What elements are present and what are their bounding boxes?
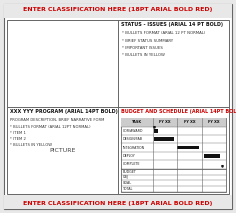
Text: FY XX: FY XX	[184, 120, 195, 124]
Text: PROGRAM DESCRIPTION, BRIEF NARRATIVE FORM: PROGRAM DESCRIPTION, BRIEF NARRATIVE FOR…	[10, 118, 104, 122]
Text: * ITEM 1: * ITEM 1	[10, 131, 26, 135]
Bar	[177, 146, 199, 150]
Text: CDR/AWARD: CDR/AWARD	[122, 129, 143, 133]
Text: INTEGRATION: INTEGRATION	[122, 146, 145, 150]
Text: * BRIEF STATUS SUMMARY: * BRIEF STATUS SUMMARY	[122, 39, 173, 43]
Bar	[4, 195, 232, 209]
Text: XXX YYY PROGRAM (ARIAL 14PT BOLD): XXX YYY PROGRAM (ARIAL 14PT BOLD)	[10, 109, 118, 114]
Text: PICTURE: PICTURE	[49, 148, 76, 153]
Text: FY XX: FY XX	[159, 120, 171, 124]
Text: BUDGET AND SCHEDULE (ARIAL 14PT BOLD RED): BUDGET AND SCHEDULE (ARIAL 14PT BOLD RED…	[121, 109, 236, 114]
Text: * IMPORTANT ISSUES: * IMPORTANT ISSUES	[122, 46, 163, 50]
Text: * BULLETS FORMAT (ARIAL 12PT NORMAL): * BULLETS FORMAT (ARIAL 12PT NORMAL)	[10, 125, 90, 129]
Bar	[121, 118, 226, 192]
Text: * BULLETS IN YELLOW: * BULLETS IN YELLOW	[122, 53, 165, 58]
Text: * BULLETS FORMAT (ARIAL 12 PT NORMAL): * BULLETS FORMAT (ARIAL 12 PT NORMAL)	[122, 31, 205, 35]
Text: STATUS - ISSUES (ARIAL 14 PT BOLD): STATUS - ISSUES (ARIAL 14 PT BOLD)	[121, 22, 223, 27]
Text: ENTER CLASSIFICATION HERE (18PT ARIAL BOLD RED): ENTER CLASSIFICATION HERE (18PT ARIAL BO…	[23, 200, 213, 206]
Bar	[153, 137, 174, 141]
Text: * BULLETS IN YELLOW: * BULLETS IN YELLOW	[10, 143, 52, 147]
Bar	[121, 118, 226, 127]
Bar	[204, 154, 220, 158]
Text: OBJ: OBJ	[122, 176, 128, 179]
Text: ENTER CLASSIFICATION HERE (18PT ARIAL BOLD RED): ENTER CLASSIFICATION HERE (18PT ARIAL BO…	[23, 7, 213, 12]
Bar	[4, 4, 232, 18]
Text: BUDGET: BUDGET	[122, 170, 136, 174]
Bar	[153, 129, 158, 133]
Text: FY XX: FY XX	[208, 120, 220, 124]
Text: * ITEM 2: * ITEM 2	[10, 137, 26, 141]
Text: GOAL: GOAL	[122, 181, 132, 185]
Bar	[7, 20, 229, 194]
Text: COMPLETE: COMPLETE	[122, 163, 140, 167]
Text: DEPLOY: DEPLOY	[122, 154, 135, 158]
Text: TOTAL: TOTAL	[122, 187, 133, 191]
Text: DESIGN/FAB: DESIGN/FAB	[122, 137, 143, 141]
Text: TASK: TASK	[132, 120, 142, 124]
